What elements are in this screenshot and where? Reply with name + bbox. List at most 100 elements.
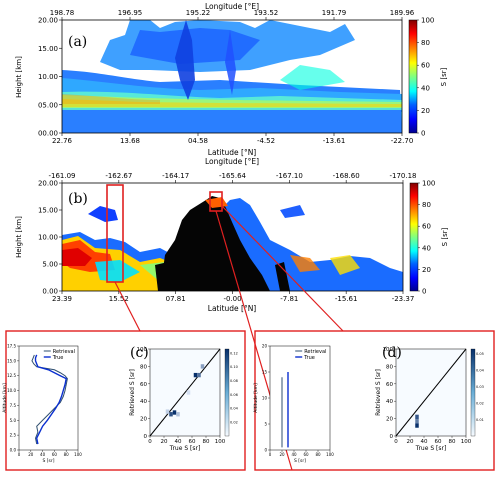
scatter-y-label: Retrieved S [sr] <box>375 369 382 416</box>
profile-x-tick-label: 80 <box>64 452 70 457</box>
scatter-y-tick-label: 20 <box>386 417 393 423</box>
y-tick-label: 0.00 <box>42 288 58 296</box>
scatter-y-tick-label: 0 <box>144 434 148 440</box>
scatter-colorbar-tick-label: 0.06 <box>230 393 238 397</box>
top-tick-label: 196.95 <box>118 9 143 17</box>
one-to-one-line <box>395 348 467 437</box>
scatter-colorbar-tick-label: 0.04 <box>476 369 485 373</box>
profile-y-tick-label: 17.5 <box>7 344 16 349</box>
scatter-x-tick-label: 80 <box>203 439 210 445</box>
profile-x-tick-label: 0 <box>269 452 272 457</box>
panel-c-scatter-plot: 0 20 40 60 80 100 0 20 40 60 80 100 True S [sr] Retri… <box>129 347 239 452</box>
top-tick-label: 195.22 <box>186 9 211 17</box>
profile-axes <box>269 345 331 451</box>
profile-y-tick-label: 7.5 <box>10 403 17 408</box>
scatter-x-label: True S [sr] <box>169 445 201 452</box>
y-tick-label: 15.00 <box>38 45 58 53</box>
bottom-tick-label: -13.61 <box>323 137 346 145</box>
scatter-colorbar-tick-label: 0.02 <box>476 401 484 405</box>
profile-x-tick-label: 60 <box>303 452 309 457</box>
panel-d: 0 20 40 60 80 100 0 5 10 15 20 S [sr] Altitude [km] R… <box>253 330 495 471</box>
legend-label: True <box>303 355 315 361</box>
top-tick-label: -167.10 <box>276 172 303 180</box>
y-tick-label: 20.00 <box>38 17 58 25</box>
profile-y-tick-label: 15.0 <box>7 358 16 363</box>
top-tick-label: -162.67 <box>105 172 132 180</box>
panel-a-colorbar-ticks: 0 20 40 60 80 100 <box>417 17 434 138</box>
scatter-x-tick-label: 40 <box>421 439 428 445</box>
scatter-x-tick-label: 60 <box>435 439 442 445</box>
scatter-y-tick-label: 60 <box>140 382 147 388</box>
panel-d-label: (d) <box>382 345 402 361</box>
scatter-colorbar-tick-label: 0.05 <box>476 352 484 356</box>
bottom-tick-label: -0.00 <box>223 295 241 303</box>
bottom-tick-label: 13.68 <box>120 137 140 145</box>
y-tick-label: 10.00 <box>38 73 58 81</box>
density-cell <box>415 414 419 420</box>
scatter-x-tick-label: 80 <box>449 439 456 445</box>
top-tick-label: 191.79 <box>322 9 347 17</box>
scatter-colorbar-tick-label: 0.04 <box>230 407 239 411</box>
y-tick-label: 20.00 <box>38 180 58 188</box>
panel-b-x-label: Latitude [°N] <box>208 304 257 313</box>
profile-y-tick-label: 5 <box>264 422 267 427</box>
profile-y-tick-label: 10.0 <box>7 388 16 393</box>
panel-b-y-ticks: 0.00 5.00 10.00 15.00 20.00 <box>38 180 62 296</box>
panel-b-colorbar-label: S [sr] <box>441 227 449 246</box>
density-cell <box>165 409 170 414</box>
colorbar-tick-label: 0 <box>422 288 426 296</box>
panel-b-top-axis-label: Longitude [°E] <box>205 157 259 166</box>
scatter-colorbar-tick-label: 0.02 <box>230 420 238 424</box>
scatter-y-tick-label: 100 <box>383 347 394 353</box>
panel-b-colorbar-ticks: 0 20 40 60 80 100 <box>418 180 435 296</box>
top-tick-label: -161.09 <box>48 172 75 180</box>
density-cell <box>197 372 201 378</box>
panel-c-label: (c) <box>130 345 149 361</box>
scatter-x-tick-label: 20 <box>161 439 168 445</box>
scatter-x-tick-label: 0 <box>148 439 152 445</box>
profile-y-tick-label: 12.5 <box>7 373 16 378</box>
top-tick-label: 193.52 <box>254 9 279 17</box>
panel-b-top-ticks: -161.09 -162.67 -164.17 -165.64 -167.10 -168.… <box>48 172 417 183</box>
profile-x-tick-label: 100 <box>74 452 82 457</box>
panel-b-bottom-ticks: 23.39 15.52 07.81 -0.00 -7.81 -15.61 -23.37 <box>52 291 414 303</box>
profile-x-tick-label: 20 <box>28 452 34 457</box>
legend-label: Retrieval <box>304 349 326 355</box>
scatter-colorbar <box>224 348 230 437</box>
colorbar-tick-label: 60 <box>421 62 430 70</box>
bottom-tick-label: -4.52 <box>257 137 275 145</box>
y-tick-label: 15.00 <box>38 207 58 215</box>
colorbar-tick-label: 60 <box>422 223 431 231</box>
profile-y-tick-label: 20 <box>262 344 268 349</box>
scatter-colorbar-tick-label: 0.01 <box>476 418 484 422</box>
profile-axes <box>18 345 79 451</box>
panel-d-frame <box>254 330 495 471</box>
scatter-colorbar-tick-label: 0.10 <box>230 365 238 369</box>
scatter-y-tick-label: 80 <box>386 364 393 370</box>
one-to-one-line <box>149 348 221 437</box>
scatter-y-tick-label: 20 <box>140 417 147 423</box>
bottom-tick-label: -22.70 <box>391 137 414 145</box>
profile-x-tick-label: 40 <box>291 452 297 457</box>
scatter-x-tick-label: 60 <box>189 439 196 445</box>
panel-a-label: (a) <box>68 34 87 50</box>
panel-a-y-ticks: 00.00 05.00 10.00 15.00 20.00 <box>38 17 62 138</box>
bottom-tick-label: 07.81 <box>166 295 186 303</box>
profile-x-tick-label: 40 <box>40 452 46 457</box>
top-tick-label: -168.60 <box>333 172 360 180</box>
density-cell <box>193 372 198 378</box>
panel-c-frame <box>5 330 246 471</box>
scatter-colorbar-tick-label: 0.03 <box>476 385 484 389</box>
colorbar-tick-label: 80 <box>421 39 430 47</box>
legend-label: Retrieval <box>53 349 75 355</box>
colorbar-tick-label: 100 <box>422 180 435 188</box>
scatter-x-tick-label: 0 <box>394 439 398 445</box>
profile-x-tick-label: 20 <box>279 452 285 457</box>
panel-b-colorbar <box>409 182 419 292</box>
bottom-tick-label: -23.37 <box>392 295 415 303</box>
panel-a: Longitude [°E] 198.78 196.95 195.22 193.52 1… <box>15 2 448 157</box>
profile-x-tick-label: 0 <box>18 452 21 457</box>
colorbar-tick-label: 40 <box>421 84 430 92</box>
panel-c: 0 20 40 60 80 100 0.0 2.5 5.0 7.5 10.0 12.5 15.0 17.5… <box>2 330 246 471</box>
